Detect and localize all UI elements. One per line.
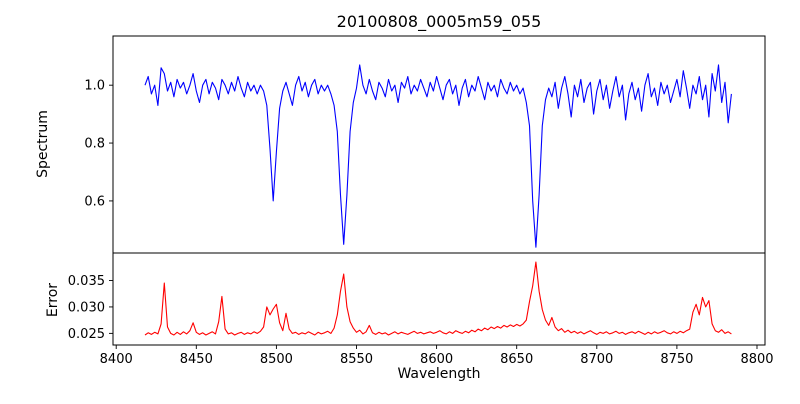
spectrum-y-tick-label: 0.6 <box>84 194 105 209</box>
spectrum-y-tick-label: 0.8 <box>84 137 105 152</box>
spectrum-panel <box>144 64 732 248</box>
x-tick-label: 8600 <box>420 352 453 367</box>
error-panel-border <box>112 252 766 346</box>
error-y-tick-label: 0.035 <box>68 274 105 289</box>
error-panel <box>144 261 732 336</box>
error-y-tick-label: 0.030 <box>68 300 105 315</box>
error-y-tick-label: 0.025 <box>68 327 105 342</box>
spectrum-line <box>144 64 732 248</box>
axis-ticks: 0.6 0.8 1.0 0.025 0.030 0.035 8400 8450 8500 8550… <box>68 79 774 367</box>
x-tick-label: 8800 <box>740 352 773 367</box>
error-line <box>144 261 732 336</box>
spectrum-y-axis-label: Spectrum <box>35 110 51 178</box>
panel-borders <box>112 35 766 346</box>
x-axis-label: Wavelength <box>397 366 480 382</box>
x-tick-label: 8450 <box>180 352 213 367</box>
x-tick-label: 8500 <box>260 352 293 367</box>
error-y-axis-label: Error <box>45 283 61 317</box>
x-tick-label: 8750 <box>660 352 693 367</box>
x-tick-label: 8650 <box>500 352 533 367</box>
x-tick-label: 8400 <box>100 352 133 367</box>
x-tick-label: 8700 <box>580 352 613 367</box>
x-tick-label: 8550 <box>340 352 373 367</box>
spectrum-y-tick-label: 1.0 <box>84 79 105 94</box>
spectrum-panel-border <box>112 35 766 254</box>
plot-title: 20100808_0005m59_055 <box>337 12 542 32</box>
